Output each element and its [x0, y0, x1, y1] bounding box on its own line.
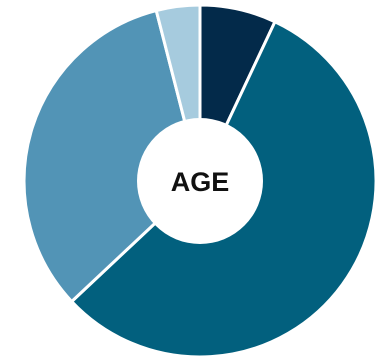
center-label: AGE — [171, 167, 230, 197]
donut-hole — [137, 118, 263, 244]
donut-slice-3 — [22, 9, 202, 303]
